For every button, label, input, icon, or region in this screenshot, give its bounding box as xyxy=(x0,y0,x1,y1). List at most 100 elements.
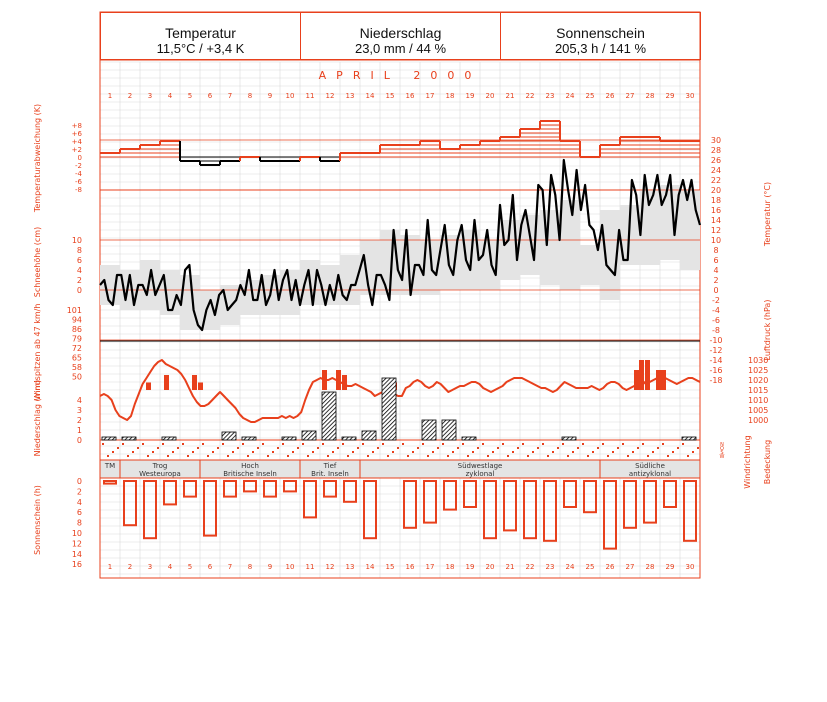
precipitation-bar xyxy=(421,419,437,441)
day-label-top: 7 xyxy=(228,92,232,100)
sunshine-tick: 14 xyxy=(72,550,82,559)
day-label-bottom: 12 xyxy=(326,563,335,571)
wind-direction-dot xyxy=(337,447,339,449)
temperature-tick: -10 xyxy=(709,336,722,345)
precipitation-bar xyxy=(101,436,117,441)
wind-direction-dot xyxy=(572,451,574,453)
wind-gust-bar xyxy=(192,375,197,390)
wind-gust-tick: 50 xyxy=(72,373,82,382)
sunshine-tick: 10 xyxy=(72,529,82,538)
wind-direction-tick: O xyxy=(720,446,724,452)
temperature-tick: 22 xyxy=(711,176,721,185)
wind-direction-dot xyxy=(137,447,139,449)
day-label-top: 8 xyxy=(248,92,252,100)
weather-regime-sublabel: zyklonal xyxy=(466,470,495,478)
wind-direction-dot xyxy=(447,455,449,457)
wind-direction-dot xyxy=(557,447,559,449)
wind-direction-dot xyxy=(507,455,509,457)
snow-depth-tick: 6 xyxy=(77,256,82,265)
wind-direction-dot xyxy=(107,455,109,457)
wind-gust-tick: 65 xyxy=(72,354,82,363)
wind-direction-dot xyxy=(322,443,324,445)
wind-gust-tick: 86 xyxy=(72,325,82,334)
wind-direction-dot xyxy=(327,455,329,457)
sunshine-bar xyxy=(443,480,457,511)
precipitation-bar xyxy=(241,436,257,441)
day-label-top: 2 xyxy=(128,92,132,100)
wind-direction-dot xyxy=(397,447,399,449)
wind-direction-dot xyxy=(182,443,184,445)
temperature-range-band xyxy=(140,260,160,310)
precipitation-tick: 0 xyxy=(77,436,82,445)
temperature-tick: 18 xyxy=(711,196,721,205)
sunshine-tick: 4 xyxy=(77,498,82,507)
sunshine-bar xyxy=(343,480,357,503)
wind-direction-tick: S xyxy=(720,450,723,456)
wind-direction-dot xyxy=(457,447,459,449)
wind-direction-dot xyxy=(577,447,579,449)
wind-direction-dot xyxy=(402,443,404,445)
pressure-tick: 1005 xyxy=(748,406,768,415)
temperature-deviation-tick: +2 xyxy=(72,146,82,154)
wind-direction-dot xyxy=(592,451,594,453)
wind-direction-dot xyxy=(352,451,354,453)
wind-direction-dot xyxy=(247,455,249,457)
wind-direction-dot xyxy=(307,455,309,457)
wind-gust-tick: 79 xyxy=(72,335,82,344)
wind-direction-dot xyxy=(372,451,374,453)
sunshine-bar xyxy=(623,480,637,529)
wind-direction-dot xyxy=(542,443,544,445)
precipitation-bar xyxy=(341,436,357,441)
sunshine-bar xyxy=(283,480,297,493)
weather-regime-label: Hoch xyxy=(241,462,259,470)
sunshine-bar xyxy=(483,480,497,540)
day-label-bottom: 16 xyxy=(406,563,415,571)
pressure-tick: 1025 xyxy=(748,366,768,375)
day-label-bottom: 22 xyxy=(526,563,535,571)
temperature-range-band xyxy=(660,185,680,260)
wind-gust-bar xyxy=(146,382,151,390)
day-label-bottom: 19 xyxy=(466,563,475,571)
wind-gust-bar xyxy=(656,370,661,390)
snow-depth-tick: 8 xyxy=(77,246,82,255)
header-temperature-value: 11,5°C / +3,4 K xyxy=(156,41,245,56)
temperature-range-band xyxy=(680,190,700,270)
sunshine-bar xyxy=(163,480,177,506)
day-label-top: 20 xyxy=(486,92,495,100)
day-label-bottom: 3 xyxy=(148,563,152,571)
wind-direction-label: Windrichtung xyxy=(743,435,752,488)
day-label-top: 14 xyxy=(366,92,375,100)
day-label-top: 4 xyxy=(168,92,173,100)
wind-direction-dot xyxy=(437,447,439,449)
header-temperature-title: Temperatur xyxy=(165,25,236,41)
temperature-deviation-tick: +6 xyxy=(72,130,83,138)
wind-direction-dot xyxy=(292,451,294,453)
temperature-tick: -14 xyxy=(709,356,722,365)
temperature-tick: 26 xyxy=(711,156,721,165)
precipitation-bar xyxy=(441,419,457,441)
sunshine-bar xyxy=(263,480,277,498)
weather-regime-label: Trog xyxy=(152,462,168,470)
temperature-tick: 0 xyxy=(713,286,718,295)
wind-direction-dot xyxy=(687,455,689,457)
wind-direction-dot xyxy=(467,455,469,457)
wind-direction-dot xyxy=(232,451,234,453)
day-label-top: 13 xyxy=(346,92,355,100)
wind-direction-dot xyxy=(207,455,209,457)
wind-gust-axis-label: Windspitzen ab 47 km/h xyxy=(33,304,42,401)
wind-direction-dot xyxy=(562,443,564,445)
wind-direction-dot xyxy=(432,451,434,453)
weather-regime-sublabel: Britische Inseln xyxy=(223,470,277,478)
wind-direction-dot xyxy=(172,451,174,453)
day-label-bottom: 7 xyxy=(228,563,232,571)
wind-direction-dot xyxy=(462,443,464,445)
wind-direction-dot xyxy=(672,451,674,453)
sunshine-bar xyxy=(663,480,677,508)
wind-direction-dot xyxy=(547,455,549,457)
precipitation-bar xyxy=(161,436,177,441)
precipitation-bar xyxy=(221,431,237,441)
temperature-deviation-tick: +4 xyxy=(72,138,83,146)
snow-depth-tick: 2 xyxy=(77,276,82,285)
precipitation-bar xyxy=(681,436,697,441)
wind-gust-tick: 94 xyxy=(72,316,82,325)
